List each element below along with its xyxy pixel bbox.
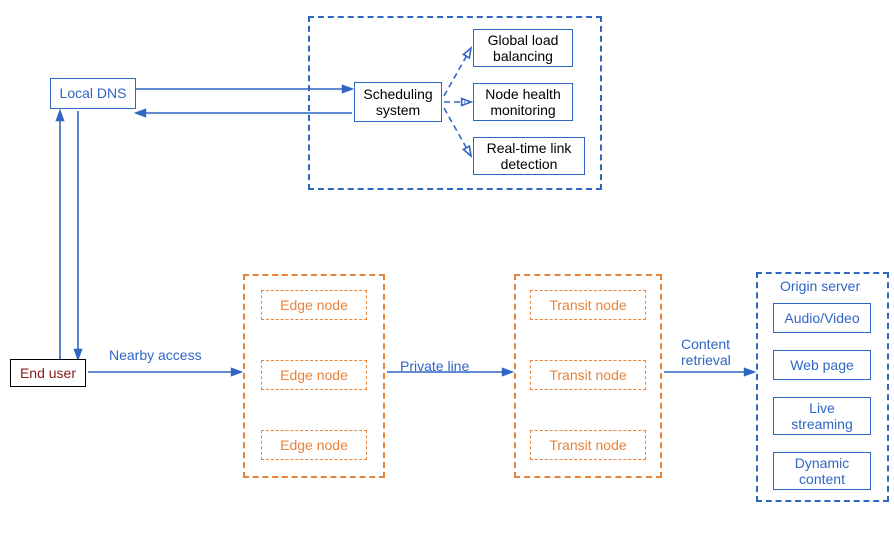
node-label: Edge node [280,437,348,453]
node-label: Global load balancing [478,32,568,64]
label-nearby-access: Nearby access [109,347,202,363]
node-label: Scheduling system [359,86,437,118]
node-label: Local DNS [60,85,127,101]
node-scheduling-system: Scheduling system [354,82,442,122]
node-label: Dynamic content [778,455,866,487]
node-label: Live streaming [778,400,866,432]
label-origin-server-title: Origin server [780,278,860,294]
label-content-retrieval-2: retrieval [681,352,731,368]
node-end-user: End user [10,359,86,387]
node-dynamic-content: Dynamic content [773,452,871,490]
node-transit-1: Transit node [530,290,646,320]
node-local-dns: Local DNS [50,78,136,109]
node-transit-2: Transit node [530,360,646,390]
label-private-line: Private line [400,358,469,374]
node-realtime-link-detection: Real-time link detection [473,137,585,175]
node-label: Edge node [280,297,348,313]
node-label: Web page [790,357,854,373]
node-label: Node health monitoring [478,86,568,118]
node-label: End user [20,365,76,381]
node-edge-1: Edge node [261,290,367,320]
node-live-streaming: Live streaming [773,397,871,435]
node-label: Real-time link detection [478,140,580,172]
node-label: Audio/Video [784,310,859,326]
node-transit-3: Transit node [530,430,646,460]
node-label: Edge node [280,367,348,383]
node-label: Transit node [549,297,626,313]
label-content-retrieval-1: Content [681,336,730,352]
node-web-page: Web page [773,350,871,380]
node-node-health-monitoring: Node health monitoring [473,83,573,121]
node-label: Transit node [549,437,626,453]
node-audio-video: Audio/Video [773,303,871,333]
node-edge-3: Edge node [261,430,367,460]
diagram-root: { "diagram": { "type": "flowchart", "can… [0,0,894,539]
node-edge-2: Edge node [261,360,367,390]
node-label: Transit node [549,367,626,383]
node-global-load-balancing: Global load balancing [473,29,573,67]
